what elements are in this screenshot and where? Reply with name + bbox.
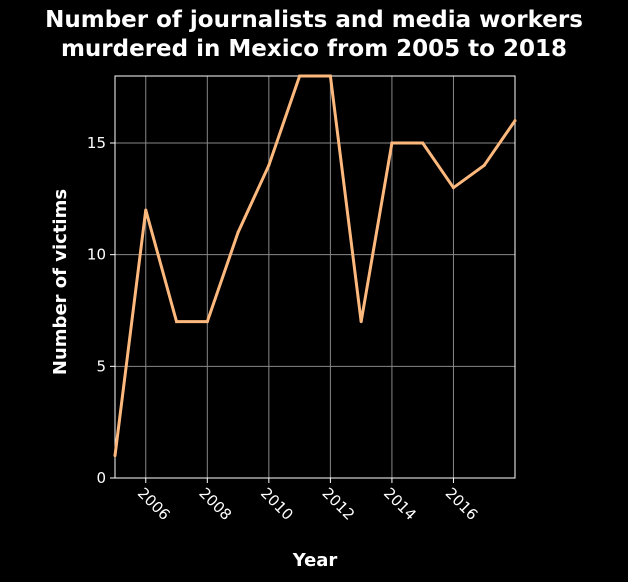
y-axis-ticks: 0 5 10 15 [87, 134, 115, 487]
x-tick-label: 2006 [134, 484, 174, 524]
series-layer [113, 74, 517, 458]
data-point [267, 163, 271, 167]
x-tick-label: 2008 [195, 484, 235, 524]
data-point [175, 320, 179, 324]
data-point [328, 74, 332, 78]
data-point [113, 454, 117, 458]
y-tick-label: 5 [96, 357, 106, 375]
data-point [451, 186, 455, 190]
x-tick-label: 2010 [257, 484, 297, 524]
series-line [113, 74, 517, 456]
y-tick-label: 0 [96, 469, 106, 487]
x-axis-label: Year [292, 550, 338, 571]
data-point [236, 230, 240, 234]
data-point [513, 119, 517, 123]
data-point [390, 141, 394, 145]
x-tick-label: 2014 [380, 484, 420, 524]
plot-frame [114, 75, 516, 479]
chart-title: Number of journalists and media workers … [0, 6, 628, 64]
x-tick-label: 2012 [319, 484, 359, 524]
data-point [482, 163, 486, 167]
y-tick-label: 15 [87, 134, 106, 152]
data-point [359, 320, 363, 324]
y-tick-label: 10 [87, 246, 106, 264]
chart-title-line-2: murdered in Mexico from 2005 to 2018 [60, 36, 568, 62]
data-point [144, 208, 148, 212]
grid-lines [115, 76, 515, 479]
data-point [298, 74, 302, 78]
x-tick-label: 2016 [442, 484, 482, 524]
data-point [421, 141, 425, 145]
y-axis-label: Number of victims [50, 189, 71, 375]
chart-title-line-1: Number of journalists and media workers [45, 7, 583, 33]
data-point [205, 320, 209, 324]
x-axis-ticks: 2006 2008 2010 2012 2014 2016 [134, 478, 481, 524]
